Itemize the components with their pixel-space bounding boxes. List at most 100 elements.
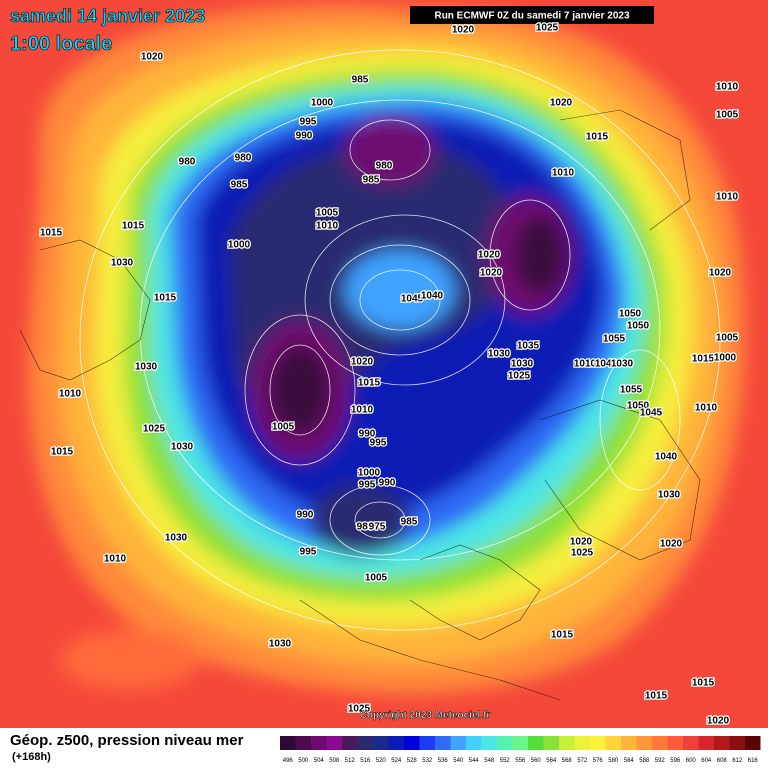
colorbar-swatch [466,736,482,750]
isobar-label: 1015 [122,221,145,232]
isobar-label: 1015 [692,678,715,689]
colorbar-label: 604 [701,758,712,764]
colorbar-label: 532 [422,758,433,764]
isobar-label: 1020 [709,268,732,279]
isobar-label: 1030 [135,362,158,373]
isobar-label: 990 [296,131,313,142]
isobar-label: 1020 [452,25,475,36]
isobar-label: 990 [379,478,396,489]
isobar-label: 1000 [311,98,334,109]
colorbar-label: 540 [453,758,464,764]
isobar-label: 1005 [272,422,295,433]
colorbar-label: 580 [608,758,619,764]
colorbar: 496 500 504 508 512 516 520 524 528 532 536 540 544 5… [280,736,761,764]
colorbar-swatch [295,736,311,750]
colorbar-label: 524 [391,758,402,764]
colorbar-swatch [636,736,652,750]
colorbar-swatch [745,736,761,750]
colorbar-swatch [512,736,528,750]
isobar-label: 995 [300,117,317,128]
isobar-label: 1050 [619,309,642,320]
colorbar-label: 544 [469,758,480,764]
colorbar-swatch [388,736,404,750]
isobar-label: 1050 [627,321,650,332]
isobar-label: 1030 [165,533,188,544]
isobar-label: 1050 [627,401,650,412]
colorbar-swatch [528,736,544,750]
isobar-label: 975 [369,522,386,533]
colorbar-swatch [652,736,668,750]
isobar-label: 995 [359,480,376,491]
isobar-label: 1010 [695,403,718,414]
colorbar-swatch [714,736,730,750]
isobar-label: 985 [401,517,418,528]
colorbar-label: 536 [438,758,449,764]
isobar-label: 1000 [714,353,737,364]
isobar-labels: 1020 102510209851000995990102010151010100… [39,21,740,728]
colorbar-label: 520 [376,758,387,764]
isobar-label: 1030 [611,359,634,370]
isobar-label: 1020 [141,52,164,63]
colorbar-swatch [574,736,590,750]
isobar-label: 1020 [351,357,374,368]
colorbar-label: 568 [562,758,573,764]
isobar-label: 1015 [645,691,668,702]
copyright: Copyright 2023 Meteociel.fr [360,710,491,721]
isobar-label: 1010 [59,389,82,400]
isobar-label: 1005 [716,333,739,344]
colorbar-label: 504 [314,758,325,764]
colorbar-label: 556 [515,758,526,764]
colorbar-swatch [419,736,435,750]
isobar-label: 1040 [421,291,444,302]
isobar-label: 1055 [603,334,626,345]
isobar-label: 1030 [269,639,292,650]
isobar-label: 1030 [658,490,681,501]
field [0,0,768,728]
isobar-label: 1020 [478,250,501,261]
isobar-label: 1010 [574,359,597,370]
colorbar-swatch [683,736,699,750]
isobar-label: 1015 [51,447,74,458]
isobar-label: 1025 [348,704,371,715]
colorbar-label: 508 [329,758,340,764]
colorbar-swatch [280,736,296,750]
isobar-label: 1020 [480,268,503,279]
isobar-label: 985 [363,175,380,186]
colorbar-label: 512 [345,758,356,764]
colorbar-label: 608 [717,758,728,764]
isobar-label: 1005 [716,110,739,121]
isobar-label: 985 [231,180,248,191]
isobar-label: 1015 [586,132,609,143]
colorbar-label: 528 [407,758,418,764]
colorbar-label: 552 [500,758,511,764]
colorbar-label: 496 [283,758,294,764]
isobar-label: 1020 [570,537,593,548]
colorbar-swatch [342,736,358,750]
colorbar-swatch [590,736,606,750]
isobar-label: 1010 [104,554,127,565]
colorbar-label: 548 [484,758,495,764]
colorbar-label: 596 [670,758,681,764]
isobar-label: 1010 [552,168,575,179]
isobar-label: 1020 [660,539,683,550]
isobar-label: 1030 [511,359,534,370]
isobar-label: 1010 [716,82,739,93]
colorbar-swatch [373,736,389,750]
isobar-label: 1040 [655,452,678,463]
colorbar-swatch [497,736,513,750]
isobar-label: 1040 [595,359,618,370]
isobar-label: 1025 [143,424,166,435]
colorbar-swatch [311,736,327,750]
colorbar-label: 588 [639,758,650,764]
colorbar-label: 560 [531,758,542,764]
isobar-label: 1030 [171,442,194,453]
isobar-label: 1030 [111,258,134,269]
isobar-label: 1000 [358,468,381,479]
run-label: Run ECMWF 0Z du samedi 7 janvier 2023 [434,11,629,22]
isobar-label: 1015 [692,354,715,365]
run-box [410,6,654,24]
isobar-label: 1015 [40,228,63,239]
isobar-label: 1020 [550,98,573,109]
